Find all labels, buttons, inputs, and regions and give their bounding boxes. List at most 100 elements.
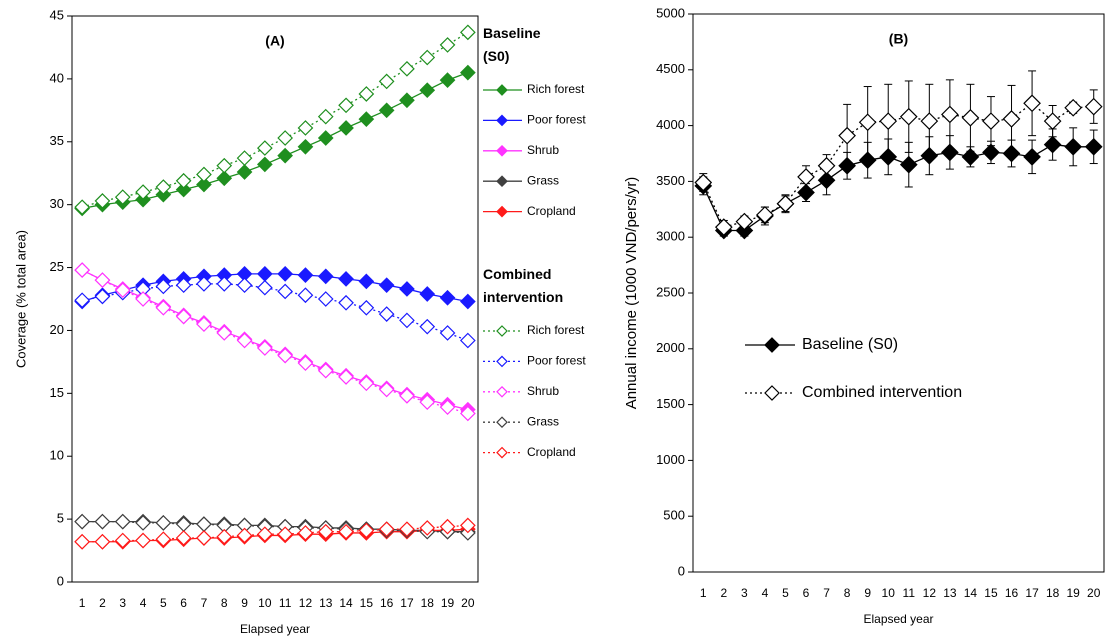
data-marker (460, 64, 476, 81)
data-marker (378, 521, 395, 538)
x-tick-label: 18 (1046, 586, 1060, 600)
data-marker (74, 199, 90, 216)
data-marker (1043, 135, 1062, 154)
y-tick-label: 40 (50, 70, 64, 85)
legend-marker (496, 144, 508, 157)
data-marker (858, 113, 877, 132)
x-tick-label: 15 (984, 586, 998, 600)
data-marker (317, 268, 334, 285)
x-tick-label: 3 (741, 586, 748, 600)
data-marker (378, 102, 395, 119)
y-tick-label: 45 (50, 7, 64, 22)
data-marker (338, 294, 354, 311)
data-marker (277, 265, 293, 282)
data-marker (114, 513, 131, 530)
panel-title: (A) (265, 33, 284, 49)
data-marker (317, 362, 334, 379)
data-marker (216, 325, 233, 341)
legend-label: Cropland (527, 445, 576, 459)
data-marker (378, 381, 395, 398)
data-marker (74, 533, 90, 550)
data-marker (74, 292, 90, 309)
legend-marker (496, 385, 508, 398)
y-tick-label: 5 (57, 511, 64, 526)
data-marker (216, 170, 233, 187)
legend-marker (496, 175, 508, 188)
x-tick-label: 20 (461, 596, 475, 610)
x-tick-label: 14 (964, 586, 978, 600)
data-marker (338, 97, 354, 114)
legend-label: Grass (527, 414, 559, 428)
x-tick-label: 6 (803, 586, 810, 600)
data-marker (175, 181, 192, 198)
data-marker (257, 526, 273, 543)
legend-label: Rich forest (527, 82, 585, 96)
data-marker (155, 531, 172, 548)
data-marker (460, 517, 476, 534)
data-marker (257, 156, 273, 173)
data-marker (439, 325, 456, 341)
data-marker (1002, 144, 1021, 163)
x-tick-label: 11 (279, 596, 292, 610)
data-marker (439, 399, 456, 416)
data-marker (1084, 137, 1103, 156)
data-marker (358, 86, 375, 102)
data-marker (838, 126, 856, 145)
data-marker (941, 143, 959, 162)
data-marker (216, 528, 233, 545)
data-marker (399, 60, 415, 77)
data-marker (460, 332, 476, 349)
legend-label: Baseline (S0) (802, 336, 898, 353)
data-marker (317, 291, 334, 307)
data-marker (175, 277, 192, 294)
x-tick-label: 11 (903, 586, 916, 600)
data-marker (94, 533, 111, 550)
data-marker (297, 120, 314, 136)
data-marker (74, 513, 90, 530)
series-line (702, 102, 1094, 228)
legend-marker (496, 84, 508, 96)
x-tick-label: 1 (700, 586, 707, 600)
data-marker (920, 112, 939, 130)
data-marker (714, 218, 733, 237)
x-tick-label: 5 (782, 586, 789, 600)
data-marker (114, 532, 131, 549)
data-marker (297, 525, 314, 541)
y-tick-label: 35 (50, 133, 64, 148)
legend-label: Grass (527, 173, 559, 187)
y-tick-label: 1000 (656, 452, 685, 467)
data-marker (879, 112, 898, 130)
x-tick-label: 16 (380, 596, 394, 610)
plot-frame (692, 13, 1105, 573)
data-marker (196, 316, 212, 333)
x-tick-label: 9 (241, 596, 248, 610)
legend-marker (496, 205, 508, 218)
x-axis-label: Elapsed year (240, 622, 310, 636)
data-marker (257, 265, 273, 282)
x-tick-label: 4 (762, 586, 769, 600)
data-marker (196, 176, 212, 193)
data-marker (358, 273, 375, 290)
data-marker (776, 194, 795, 213)
data-marker (1064, 98, 1083, 117)
data-marker (135, 291, 151, 307)
data-marker (961, 108, 980, 127)
data-marker (439, 37, 456, 53)
data-marker (236, 332, 253, 349)
data-marker (399, 521, 415, 538)
data-marker (297, 287, 314, 304)
data-marker (338, 523, 354, 540)
x-tick-label: 6 (180, 596, 187, 610)
data-marker (797, 168, 815, 186)
legend-marker (496, 325, 508, 337)
data-marker (94, 513, 111, 530)
data-marker (94, 193, 111, 209)
data-marker (358, 299, 375, 316)
legend-marker (496, 114, 508, 127)
data-marker (899, 155, 918, 174)
data-marker (155, 278, 172, 295)
legend-label: Poor forest (527, 113, 586, 127)
y-tick-label: 4000 (656, 117, 685, 132)
data-marker (1023, 94, 1041, 113)
y-tick-label: 2000 (656, 340, 685, 355)
